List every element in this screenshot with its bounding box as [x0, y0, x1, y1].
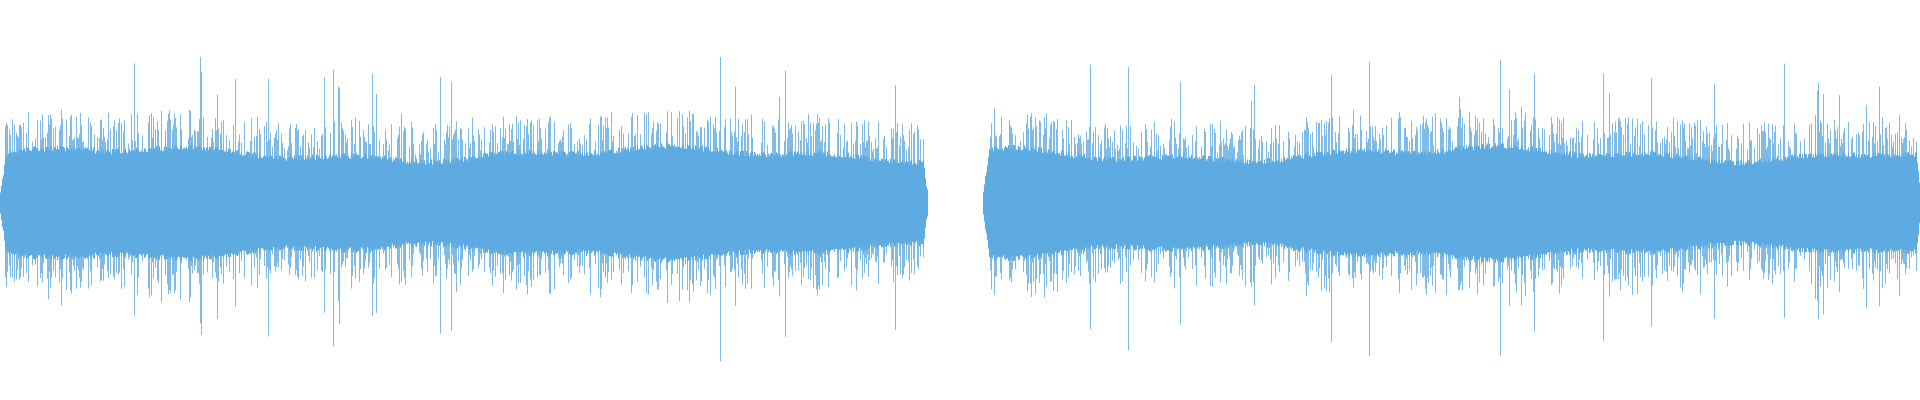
waveform-body: [0, 142, 929, 264]
waveform-body: [982, 143, 1920, 263]
